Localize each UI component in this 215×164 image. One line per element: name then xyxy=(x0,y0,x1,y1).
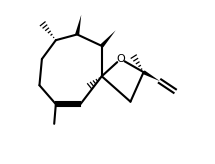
Polygon shape xyxy=(75,15,81,35)
Text: O: O xyxy=(116,54,125,64)
Polygon shape xyxy=(100,30,116,47)
Polygon shape xyxy=(143,70,160,81)
